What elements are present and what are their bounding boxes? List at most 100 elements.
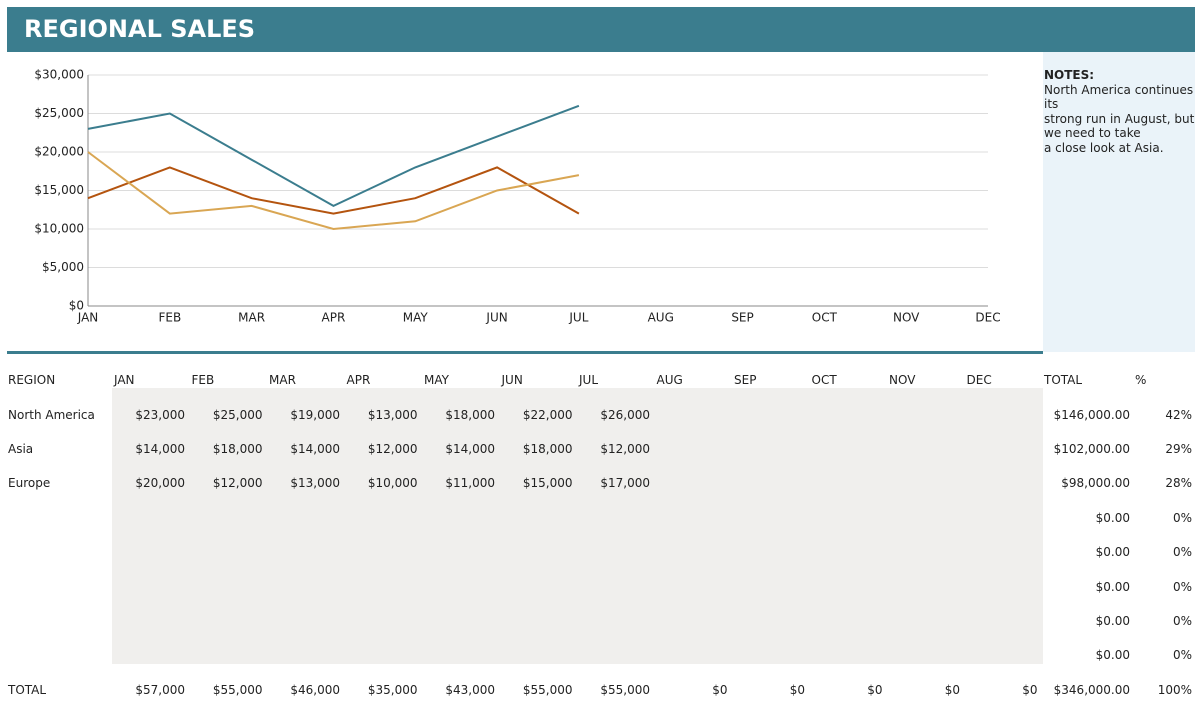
column-header: FEB bbox=[191, 373, 215, 387]
x-tick-label: NOV bbox=[893, 311, 920, 325]
cell: $12,000 bbox=[212, 476, 263, 491]
column-header: DEC bbox=[966, 373, 992, 387]
y-tick-label: $25,000 bbox=[34, 106, 84, 120]
row-percent: 0% bbox=[1172, 613, 1192, 628]
row-total: $0.00 bbox=[1095, 648, 1130, 663]
x-tick-label: MAY bbox=[403, 311, 429, 325]
cell: $0 bbox=[944, 682, 960, 697]
column-header: MAR bbox=[269, 373, 296, 387]
row-percent: 0% bbox=[1172, 579, 1192, 594]
cell: $20,000 bbox=[135, 476, 185, 491]
cell: $57,000 bbox=[135, 682, 185, 697]
x-tick-label: DEC bbox=[975, 311, 1000, 325]
cell: $26,000 bbox=[600, 407, 650, 422]
cell: $13,000 bbox=[367, 407, 418, 422]
cell: $17,000 bbox=[600, 476, 650, 491]
series-line bbox=[87, 166, 580, 215]
cell: $12,000 bbox=[367, 441, 418, 456]
page-title: REGIONAL SALES bbox=[24, 15, 256, 43]
column-header: JUN bbox=[501, 373, 523, 387]
column-header: % bbox=[1135, 373, 1147, 387]
notes-line: a close look at Asia. bbox=[1044, 140, 1164, 155]
cell: $0 bbox=[712, 682, 728, 697]
cell: $15,000 bbox=[522, 476, 573, 491]
cell: $23,000 bbox=[135, 407, 185, 422]
series-line bbox=[87, 151, 580, 231]
cell: $14,000 bbox=[135, 441, 185, 456]
row-percent: 28% bbox=[1165, 476, 1192, 491]
row-total: $146,000.00 bbox=[1053, 407, 1130, 422]
x-tick-label: SEP bbox=[731, 311, 753, 325]
row-percent: 0% bbox=[1172, 648, 1192, 663]
y-tick-label: $15,000 bbox=[34, 183, 84, 197]
row-total: $102,000.00 bbox=[1053, 441, 1130, 456]
row-total: $0.00 bbox=[1095, 613, 1130, 628]
y-tick-label: $5,000 bbox=[42, 260, 84, 274]
row-label: North America bbox=[8, 407, 95, 422]
column-header: MAY bbox=[424, 373, 449, 387]
cell: $0 bbox=[867, 682, 883, 697]
column-header: REGION bbox=[8, 373, 56, 387]
cell: $18,000 bbox=[212, 441, 263, 456]
input-area bbox=[112, 388, 1043, 664]
cell: $25,000 bbox=[212, 407, 263, 422]
column-header: TOTAL bbox=[1044, 373, 1083, 387]
cell: $55,000 bbox=[522, 682, 573, 697]
row-total: $0.00 bbox=[1095, 579, 1130, 594]
x-tick-label: JAN bbox=[77, 311, 99, 325]
chart: $0 $5,000 $10,000 $15,000 $20,000 $25,000 $30,… bbox=[34, 68, 1000, 325]
cell: $19,000 bbox=[290, 407, 340, 422]
column-header: AUG bbox=[656, 373, 683, 387]
cell: $43,000 bbox=[445, 682, 495, 697]
column-header: OCT bbox=[811, 373, 837, 387]
x-tick-label: FEB bbox=[158, 311, 181, 325]
y-tick-label: $20,000 bbox=[34, 145, 84, 159]
row-total: $0.00 bbox=[1095, 510, 1130, 525]
column-header: APR bbox=[346, 373, 371, 387]
row-percent: 42% bbox=[1165, 407, 1192, 422]
row-percent: 0% bbox=[1172, 545, 1192, 560]
row-percent: 29% bbox=[1165, 441, 1192, 456]
x-tick-label: JUN bbox=[485, 311, 507, 325]
cell: $0 bbox=[789, 682, 805, 697]
row-percent: 100% bbox=[1157, 682, 1192, 697]
notes-line: its bbox=[1044, 97, 1059, 111]
notes-label: NOTES: bbox=[1044, 68, 1095, 82]
column-header: NOV bbox=[889, 373, 916, 387]
header-bar: REGIONAL SALES bbox=[7, 7, 1195, 52]
column-header: JUL bbox=[579, 373, 599, 387]
cell: $14,000 bbox=[445, 441, 495, 456]
cell: $22,000 bbox=[522, 407, 573, 422]
cell: $46,000 bbox=[290, 682, 340, 697]
cell: $35,000 bbox=[367, 682, 418, 697]
divider bbox=[7, 351, 1043, 354]
y-tick-label: $10,000 bbox=[34, 222, 84, 236]
row-total: $98,000.00 bbox=[1061, 476, 1130, 491]
x-tick-label: APR bbox=[322, 311, 346, 325]
series-line bbox=[87, 104, 580, 208]
notes-panel: NOTES: North America continues its strong … bbox=[1043, 52, 1195, 352]
row-label: Europe bbox=[8, 476, 51, 491]
notes-line: strong run in August, but bbox=[1044, 111, 1195, 126]
column-header: SEP bbox=[734, 373, 757, 387]
x-tick-label: OCT bbox=[812, 311, 838, 325]
x-tick-label: AUG bbox=[648, 311, 674, 325]
cell: $14,000 bbox=[290, 441, 340, 456]
notes-line: we need to take bbox=[1044, 126, 1141, 140]
cell: $10,000 bbox=[367, 476, 418, 491]
x-tick-label: MAR bbox=[238, 311, 265, 325]
cell: $18,000 bbox=[522, 441, 573, 456]
notes-line: North America continues bbox=[1044, 82, 1194, 97]
row-percent: 0% bbox=[1172, 510, 1192, 525]
cell: $13,000 bbox=[290, 476, 340, 491]
y-tick-label: $30,000 bbox=[34, 68, 84, 82]
cell: $12,000 bbox=[600, 441, 650, 456]
cell: $18,000 bbox=[445, 407, 495, 422]
cell: $55,000 bbox=[212, 682, 263, 697]
cell: $11,000 bbox=[445, 476, 495, 491]
row-total: $346,000.00 bbox=[1053, 682, 1130, 697]
x-tick-label: JUL bbox=[568, 311, 588, 325]
cell: $0 bbox=[1022, 682, 1038, 697]
row-label: TOTAL bbox=[8, 682, 47, 697]
